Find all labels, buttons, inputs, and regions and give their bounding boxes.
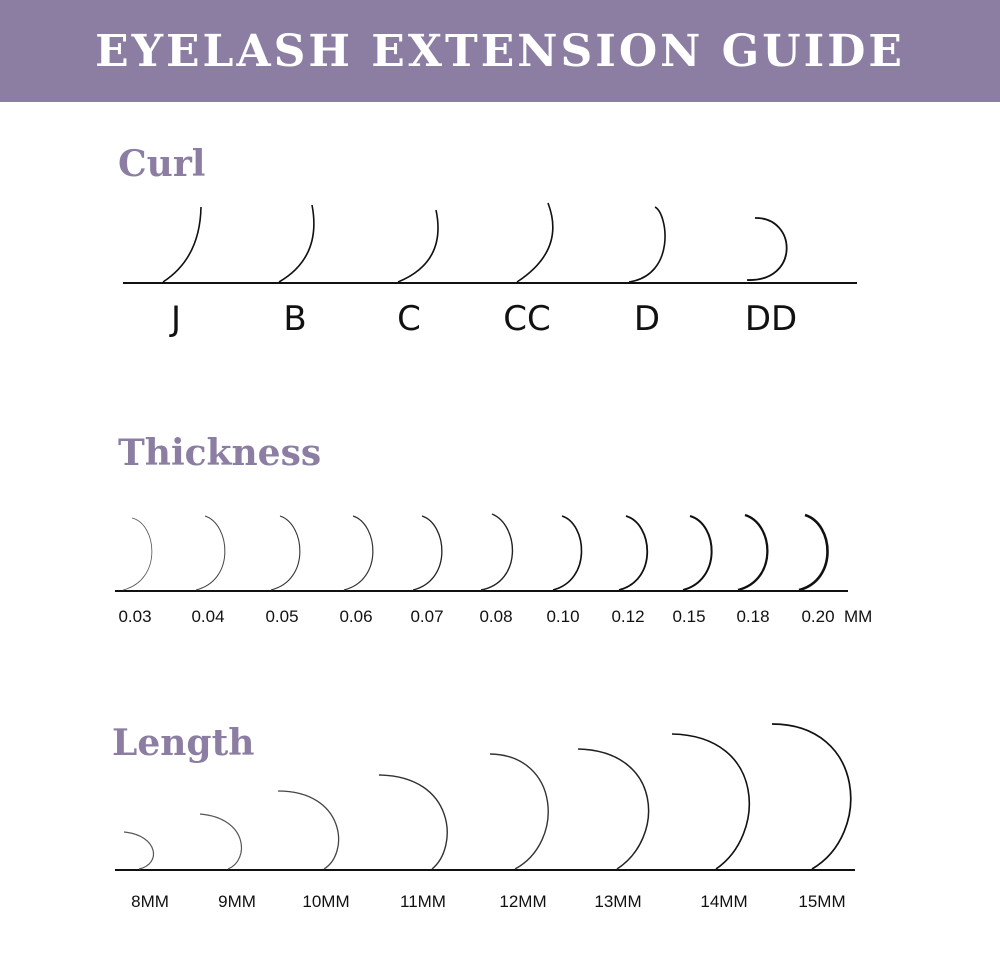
curl-lash-cc: [516, 202, 554, 283]
thickness-heading: Thickness: [118, 432, 322, 474]
length-lash-9mm: [199, 813, 243, 870]
thickness-label: 0.04: [191, 607, 224, 626]
thickness-lash-015: [682, 515, 713, 591]
length-lash-12mm: [489, 753, 549, 870]
length-label: 10MM: [302, 892, 349, 911]
thickness-lash-003: [122, 517, 153, 591]
curl-labels: J B C CC D DD: [169, 299, 797, 339]
thickness-label: 0.06: [339, 607, 372, 626]
length-lash-13mm: [577, 748, 650, 870]
thickness-lash-007: [412, 515, 443, 591]
curl-lash-dd: [746, 217, 788, 281]
curl-lashes: [162, 202, 788, 283]
length-lash-15mm: [771, 723, 852, 870]
thickness-lash-018: [737, 513, 769, 592]
curl-lash-d: [628, 206, 666, 283]
thickness-label: 0.07: [410, 607, 443, 626]
thickness-lash-012: [618, 515, 649, 591]
thickness-labels: 0.03 0.04 0.05 0.06 0.07 0.08 0.10 0.12 …: [118, 607, 872, 626]
thickness-label: 0.20: [801, 607, 834, 626]
curl-lash-b: [278, 204, 315, 283]
thickness-lash-004: [195, 515, 226, 591]
length-label: 11MM: [400, 892, 446, 911]
thickness-lash-020: [798, 513, 829, 592]
thickness-label: 0.03: [118, 607, 151, 626]
title-banner: EYELASH EXTENSION GUIDE: [0, 0, 1000, 102]
length-lashes: [123, 723, 852, 870]
thickness-label: 0.10: [546, 607, 579, 626]
curl-lash-c: [397, 209, 439, 283]
thickness-label: 0.18: [736, 607, 769, 626]
thickness-label: 0.05: [265, 607, 298, 626]
length-lash-10mm: [277, 790, 340, 870]
length-label: 14MM: [700, 892, 747, 911]
thickness-lashes: [122, 513, 829, 592]
thickness-lash-005: [270, 515, 301, 591]
curl-label: J: [169, 299, 181, 339]
length-label: 15MM: [798, 892, 845, 911]
length-lash-11mm: [378, 774, 448, 870]
thickness-lash-010: [552, 515, 583, 591]
curl-lash-j: [162, 206, 202, 283]
curl-label: C: [397, 299, 421, 339]
curl-heading: Curl: [118, 143, 206, 185]
length-label: 9MM: [218, 892, 256, 911]
curl-label: B: [283, 299, 306, 339]
length-label: 13MM: [594, 892, 641, 911]
curl-label: CC: [503, 299, 550, 339]
thickness-label: 0.08: [479, 607, 512, 626]
thickness-label: 0.12: [611, 607, 644, 626]
curl-label: D: [634, 299, 660, 339]
length-heading: Length: [112, 722, 255, 764]
length-lash-14mm: [671, 733, 751, 870]
thickness-label: 0.15: [672, 607, 705, 626]
page-title: EYELASH EXTENSION GUIDE: [95, 25, 905, 77]
length-labels: 8MM 9MM 10MM 11MM 12MM 13MM 14MM 15MM: [131, 892, 846, 911]
curl-label: DD: [745, 299, 797, 339]
length-lash-8mm: [123, 831, 155, 870]
length-label: 12MM: [499, 892, 546, 911]
thickness-unit: MM: [844, 607, 872, 626]
thickness-lash-008: [480, 513, 514, 591]
thickness-lash-006: [343, 515, 374, 591]
length-label: 8MM: [131, 892, 169, 911]
